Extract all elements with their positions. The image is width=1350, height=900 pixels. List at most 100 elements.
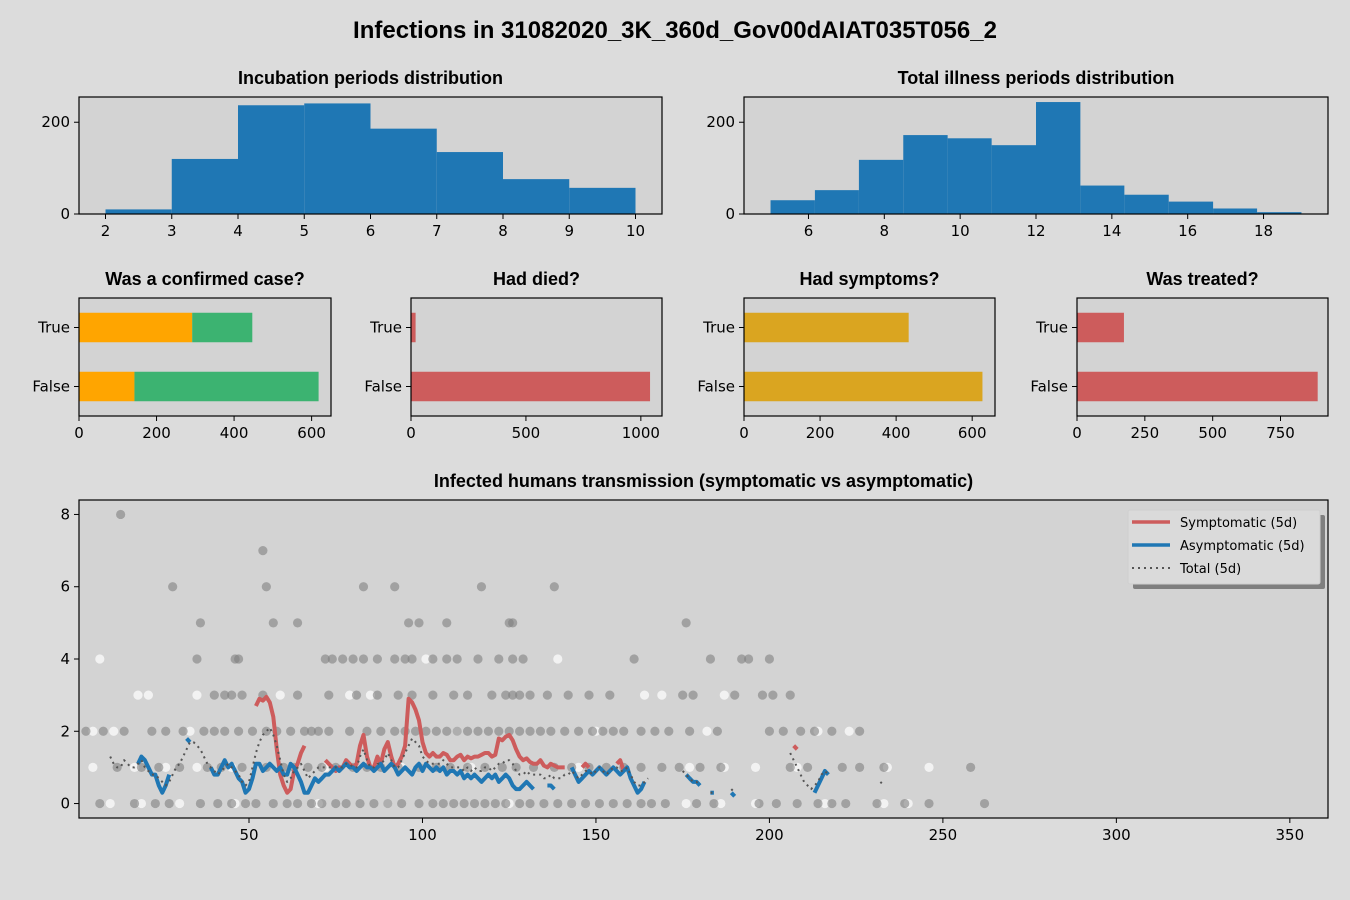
figure-title: Infections in 31082020_3K_360d_Gov00dAIA… [353,17,997,44]
scatter-point [827,798,837,809]
scatter-point [306,726,317,736]
series-line-asymptomatic [209,758,535,795]
incubation-bar [105,209,172,214]
scatter-point [192,654,202,664]
illness-xtick-label: 18 [1254,222,1273,240]
scatter-point [542,690,552,700]
scatter-point [390,582,400,592]
scatter-point [660,798,670,809]
scatter-point [358,654,369,664]
confirmed-ytick-label: False [32,378,70,396]
scatter-point [855,762,865,773]
scatter-point [136,762,147,773]
series-line-symptomatic [580,761,591,769]
scatter-point [195,798,206,809]
scatter-point-light [192,690,202,700]
scatter-point [164,798,174,809]
scatter-point-light [574,762,584,773]
series-line-asymptomatic [547,783,556,791]
scatter-point [372,690,382,700]
scatter-point [796,726,806,736]
scatter-point [650,726,660,736]
legend-box [1127,509,1321,585]
scatter-point [431,726,441,736]
scatter-point [220,690,230,700]
scatter-point-light [702,726,712,736]
scatter-point [403,618,414,628]
scatter-point [421,726,431,736]
scatter-point [827,726,837,736]
scatter-point [744,654,754,664]
treated-axes-frame [1076,297,1329,417]
treated-xtick-label: 0 [1072,424,1082,442]
scatter-point [449,690,459,700]
transmission-xtick-label: 250 [929,826,958,844]
scatter-point [580,798,591,809]
scatter-point-light [639,690,650,700]
illness-panel: Total illness periods distribution 6 8 10 12… [706,68,1329,240]
scatter-point [622,798,632,809]
scatter-point [240,798,251,809]
scatter-point [178,726,188,736]
confirmed-xtick-label: 200 [142,424,171,442]
scatter-point [508,654,518,664]
scatter-point-light [844,726,854,736]
scatter-point-light [275,690,285,700]
transmission-ytick-label: 0 [60,795,70,813]
scatter-point [709,798,719,809]
transmission-ytick-label: 6 [60,578,70,596]
scatter-point [515,690,525,700]
scatter-point-light [88,762,98,773]
scatter-point [462,690,473,700]
scatter-point [442,726,452,736]
scatter-point [261,726,271,736]
transmission-ytick-label: 2 [60,722,70,740]
scatter-point [629,654,639,664]
scatter-point [438,798,448,809]
illness-xtick-label: 16 [1178,222,1197,240]
scatter-point [324,726,334,736]
transmission-xtick-label: 50 [239,826,258,844]
scatter-point [195,618,206,628]
scatter-point [494,726,504,736]
symptoms-xtick-label: 0 [739,424,749,442]
confirmed-panel: Was a confirmed case? True False 0 200 400 600 [32,269,332,442]
series-line-total [879,781,885,787]
scatter-point [924,798,934,809]
scatter-point-light [143,690,153,700]
scatter-point [525,690,535,700]
scatter-point-light [136,798,147,809]
scatter-point [966,762,976,773]
scatter-point [286,726,296,736]
symptoms-bar-true [744,312,909,343]
scatter-point-light [185,726,195,736]
scatter-point [584,690,594,700]
scatter-point [539,798,549,809]
scatter-point [369,798,379,809]
transmission-ytick-label: 8 [60,505,70,523]
scatter-point-light [681,798,691,809]
scatter-point [469,798,480,809]
scatter-point [331,798,341,809]
scatter-point [462,726,473,736]
scatter-point-light [820,798,830,809]
symptoms-bar-false [744,371,983,402]
died-ytick-label: True [369,319,402,337]
scatter-point [355,798,365,809]
scatter-point [681,618,691,628]
illness-xtick-label: 14 [1102,222,1121,240]
scatter-point [393,690,403,700]
incubation-bar [569,187,636,214]
confirmed-title: Was a confirmed case? [105,269,304,289]
scatter-point-light [88,726,98,736]
scatter-point [452,726,462,736]
scatter-point [549,582,559,592]
scatter-point [636,762,646,773]
scatter-point-light [345,690,355,700]
scatter-point [473,654,483,664]
treated-ytick-label: False [1030,378,1068,396]
transmission-xtick-label: 100 [408,826,437,844]
scatter-point [348,654,358,664]
illness-ytick-label: 0 [725,205,735,223]
scatter-point [730,690,740,700]
